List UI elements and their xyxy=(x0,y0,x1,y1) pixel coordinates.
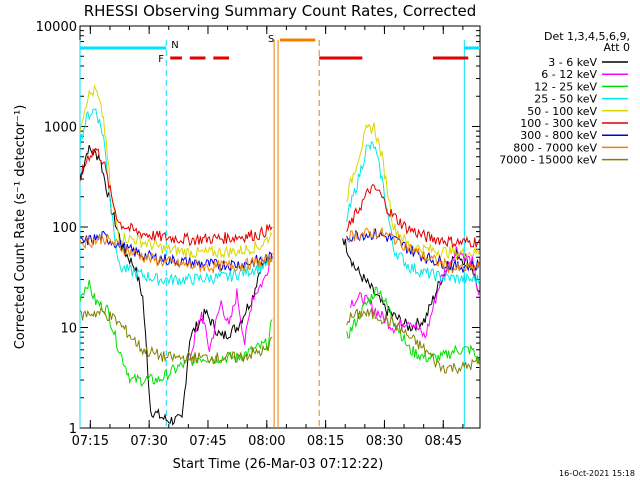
legend-label: 300 - 800 keV xyxy=(520,129,597,142)
y-tick-label: 10000 xyxy=(36,20,77,35)
legend-header: Det 1,3,4,5,6,9, xyxy=(544,30,630,43)
legend-label: 100 - 300 keV xyxy=(520,117,597,130)
plot-frame xyxy=(79,25,481,429)
flag-bars: NF S xyxy=(80,34,480,65)
x-tick-label: 08:15 xyxy=(307,434,344,449)
chart-title: RHESSI Observing Summary Count Rates, Co… xyxy=(84,2,477,20)
legend-label: 7000 - 15000 keV xyxy=(499,154,597,167)
series-line-5 xyxy=(80,147,273,247)
series-line-8 xyxy=(80,306,273,365)
x-axis: 07:15 07:30 07:45 08:00 08:15 08:30 08:45 xyxy=(72,26,464,449)
series-line-8 xyxy=(346,307,480,375)
x-tick-label: 07:30 xyxy=(130,434,167,449)
x-tick-label: 08:00 xyxy=(248,434,285,449)
series-line-5 xyxy=(346,183,480,248)
flag-s-label: S xyxy=(268,34,274,45)
legend-label: 3 - 6 keV xyxy=(548,56,597,69)
legend-label: 800 - 7000 keV xyxy=(513,141,597,154)
series-line-7 xyxy=(80,233,273,273)
x-tick-label: 07:15 xyxy=(72,434,109,449)
legend-header: Att 0 xyxy=(604,41,630,54)
series-line-3 xyxy=(346,141,480,285)
series-line-3 xyxy=(80,108,273,286)
timestamp: 16-Oct-2021 15:18 xyxy=(559,469,635,478)
y-tick-label: 10 xyxy=(60,322,77,337)
series-line-2 xyxy=(346,286,480,369)
legend-label: 50 - 100 keV xyxy=(527,105,597,118)
time-markers xyxy=(79,40,465,428)
x-tick-label: 08:45 xyxy=(425,434,462,449)
x-tick-label: 08:30 xyxy=(366,434,403,449)
flag-n-label: N xyxy=(171,40,178,51)
series-line-1 xyxy=(189,252,273,361)
y-axis: 1 10 100 1000 10000 xyxy=(36,20,480,437)
y-axis-label: Corrected Count Rate (s⁻¹ detector⁻¹) xyxy=(13,105,28,350)
x-axis-label: Start Time (26-Mar-03 07:12:22) xyxy=(173,457,384,472)
y-tick-label: 1 xyxy=(69,422,77,437)
series-line-0 xyxy=(342,238,480,332)
series-line-4 xyxy=(80,83,273,259)
x-tick-label: 07:45 xyxy=(189,434,226,449)
legend-label: 25 - 50 keV xyxy=(534,93,597,106)
series-line-4 xyxy=(346,122,480,260)
series-line-1 xyxy=(350,246,480,340)
y-tick-label: 100 xyxy=(52,221,77,236)
series-line-7 xyxy=(346,226,480,274)
legend-label: 12 - 25 keV xyxy=(534,80,597,93)
series-line-2 xyxy=(80,279,273,387)
series-lines xyxy=(80,83,480,426)
y-tick-label: 1000 xyxy=(44,121,77,136)
legend-label: 6 - 12 keV xyxy=(541,68,597,81)
flag-f-label: F xyxy=(158,54,164,65)
